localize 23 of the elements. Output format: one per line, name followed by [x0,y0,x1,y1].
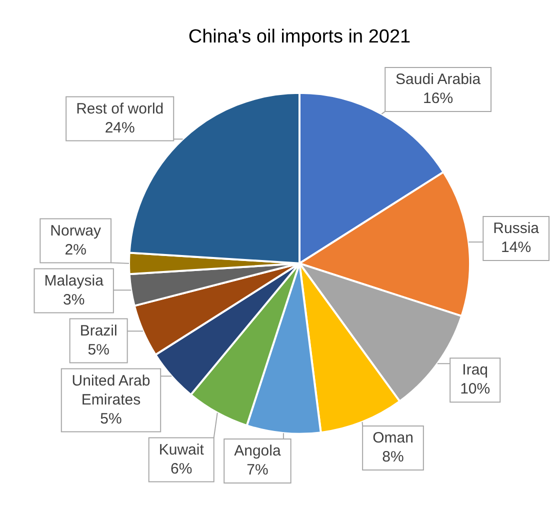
chart-title: China's oil imports in 2021 [188,26,411,48]
data-label: 16% [423,90,454,108]
data-label: 3% [63,291,85,308]
data-label: 5% [100,410,122,428]
data-label: 5% [88,341,110,358]
slice-label: Angola [234,442,282,460]
slice-label: Norway [50,222,102,240]
data-label: 7% [246,462,268,479]
data-label: 2% [64,241,86,258]
data-label: 10% [460,380,490,398]
slice-label: Saudi Arabia [396,71,482,88]
slice-label: Malaysia [44,272,104,290]
data-label: 6% [170,460,192,478]
slice-label: Iraq [462,362,488,379]
slice-label: Rest of world [76,100,164,118]
data-label: 8% [382,448,404,466]
slice-label: Oman [372,430,414,447]
data-label: 14% [501,239,532,256]
slice-label: United Arab Emirates [72,372,150,408]
slice-label: Brazil [80,322,118,340]
data-label: 24% [104,119,135,136]
slice-label: Russia [493,220,540,238]
slice-label: Kuwait [158,441,205,458]
